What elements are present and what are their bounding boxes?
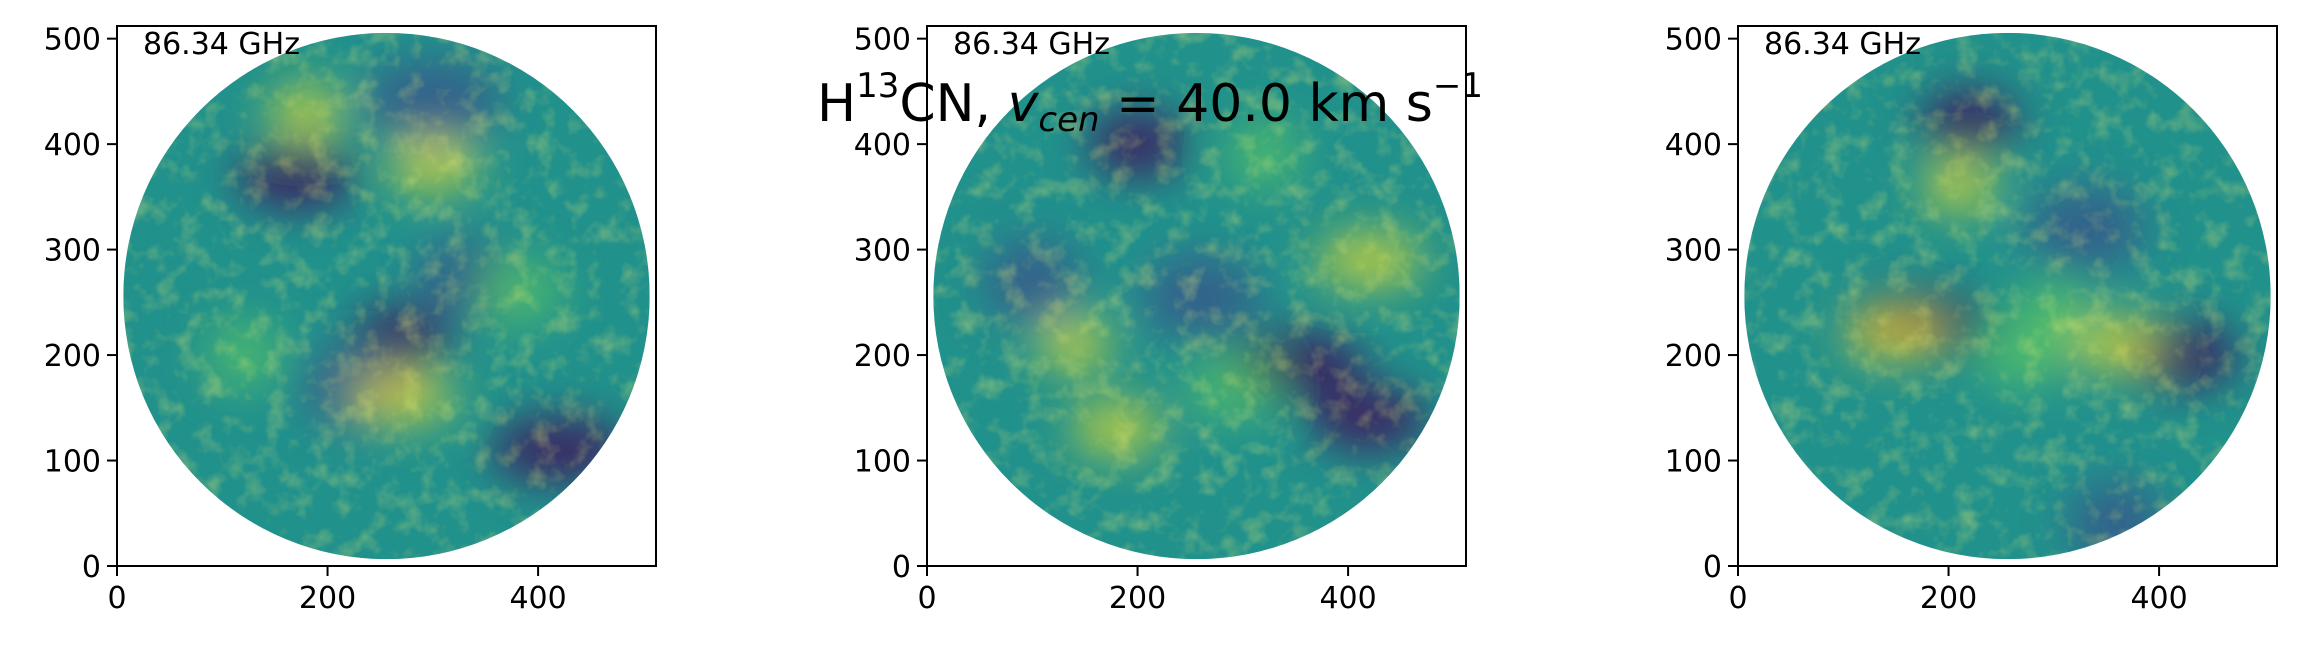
x-tick-label: 200 bbox=[1920, 581, 1977, 616]
y-tick-label: 300 bbox=[854, 234, 911, 269]
map-image bbox=[1744, 32, 2271, 560]
title-unit-exponent: −1 bbox=[1432, 66, 1484, 106]
map-image bbox=[123, 32, 650, 560]
title-variable: v bbox=[1007, 74, 1039, 134]
y-tick-label: 500 bbox=[1665, 23, 1722, 58]
title-variable-sub: cen bbox=[1038, 100, 1100, 140]
y-tick-label: 100 bbox=[1665, 445, 1722, 480]
y-tick-label: 500 bbox=[44, 23, 101, 58]
y-tick-label: 500 bbox=[854, 23, 911, 58]
axes-frame bbox=[116, 25, 657, 567]
x-tick-label: 400 bbox=[2130, 581, 2187, 616]
title-molecule-prefix: H bbox=[816, 74, 857, 134]
title-molecule-suffix: CN, bbox=[899, 74, 1008, 134]
y-tick-label: 200 bbox=[44, 339, 101, 374]
x-tick-label: 200 bbox=[1109, 581, 1166, 616]
figure-title: H13CN, vcen = 40.0 km s−1 bbox=[0, 66, 2300, 140]
panel-frequency-label: 86.34 GHz bbox=[143, 27, 300, 62]
y-tick-label: 100 bbox=[854, 445, 911, 480]
x-tick-label: 400 bbox=[1319, 581, 1376, 616]
title-value: = 40.0 km s bbox=[1099, 74, 1433, 134]
panel-3: 0 200 400 0 100 200 300 400 500 86.34 GHz bbox=[1665, 23, 2278, 616]
y-tick-label: 300 bbox=[1665, 234, 1722, 269]
map-image bbox=[933, 32, 1460, 560]
x-tick-label: 400 bbox=[509, 581, 566, 616]
y-tick-label: 200 bbox=[854, 339, 911, 374]
panel-2: 0 200 400 0 100 200 300 400 500 86.34 GHz bbox=[854, 23, 1467, 616]
axes-frame bbox=[926, 25, 1467, 567]
y-tick-label: 400 bbox=[1665, 128, 1722, 163]
x-tick-label: 0 bbox=[917, 581, 936, 616]
y-tick-label: 0 bbox=[1703, 550, 1722, 585]
x-tick-label: 0 bbox=[107, 581, 126, 616]
y-tick-label: 400 bbox=[854, 128, 911, 163]
y-tick-label: 0 bbox=[892, 550, 911, 585]
y-tick-label: 100 bbox=[44, 445, 101, 480]
panel-frequency-label: 86.34 GHz bbox=[953, 27, 1110, 62]
axes-frame bbox=[1737, 25, 2278, 567]
panel-frequency-label: 86.34 GHz bbox=[1764, 27, 1921, 62]
x-tick-label: 200 bbox=[299, 581, 356, 616]
y-tick-label: 300 bbox=[44, 234, 101, 269]
panel-1: 0 200 400 0 100 200 300 400 500 86.34 GHz bbox=[44, 23, 657, 616]
x-tick-label: 0 bbox=[1728, 581, 1747, 616]
y-tick-label: 400 bbox=[44, 128, 101, 163]
title-isotope: 13 bbox=[856, 66, 900, 106]
y-tick-label: 200 bbox=[1665, 339, 1722, 374]
y-tick-label: 0 bbox=[82, 550, 101, 585]
